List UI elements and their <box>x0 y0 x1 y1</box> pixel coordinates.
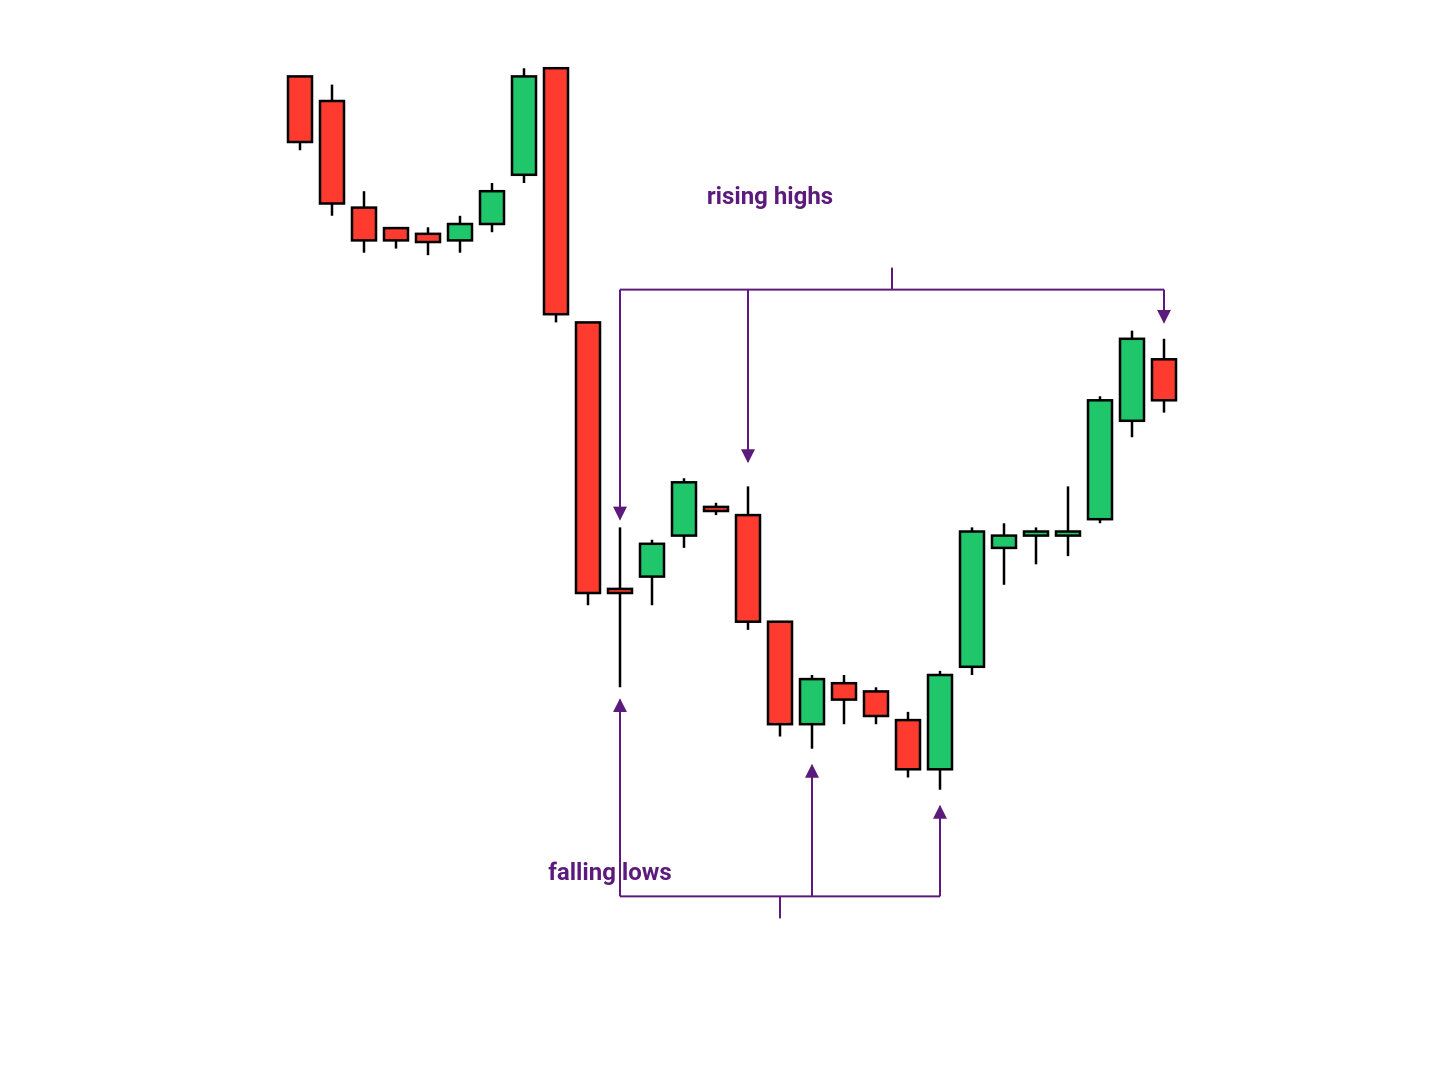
candle <box>1056 532 1080 536</box>
candle <box>352 208 376 241</box>
candle <box>800 679 824 724</box>
candle <box>576 322 600 593</box>
candle <box>1088 400 1112 519</box>
candle <box>512 76 536 174</box>
candle <box>960 532 984 667</box>
candle <box>416 234 440 242</box>
candle <box>704 507 728 511</box>
candle <box>384 228 408 240</box>
candle <box>448 224 472 240</box>
rising-highs-bracket <box>620 268 1164 520</box>
candle <box>768 622 792 725</box>
candle <box>480 191 504 224</box>
candle <box>896 720 920 769</box>
candle <box>672 482 696 535</box>
candle <box>608 589 632 593</box>
candlestick-chart: rising highs falling lows <box>0 0 1440 1080</box>
candle <box>288 76 312 142</box>
candle <box>640 544 664 577</box>
candle <box>992 536 1016 548</box>
candle <box>320 101 344 204</box>
chart-svg <box>0 0 1440 1080</box>
falling-lows-label: falling lows <box>548 858 671 886</box>
candle <box>1152 359 1176 400</box>
candle <box>832 683 856 699</box>
candle <box>1120 339 1144 421</box>
candle <box>736 515 760 622</box>
candle <box>928 675 952 769</box>
rising-highs-label: rising highs <box>707 182 833 210</box>
candle <box>544 68 568 314</box>
candle <box>864 691 888 716</box>
candle <box>1024 532 1048 536</box>
candles-group <box>288 68 1176 790</box>
